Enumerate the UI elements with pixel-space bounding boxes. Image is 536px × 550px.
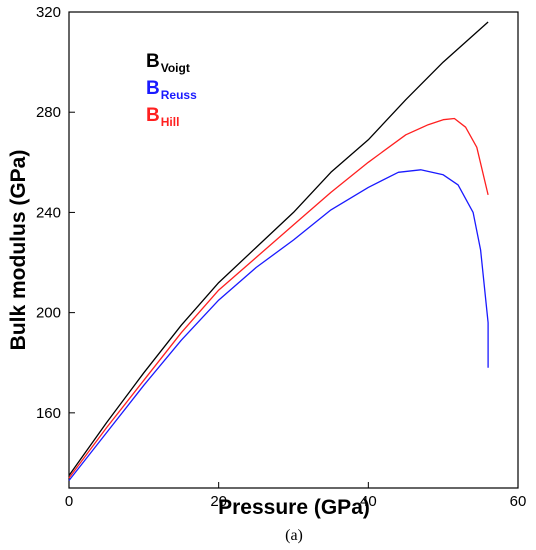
x-tick-label: 40: [360, 493, 377, 510]
y-tick-label: 320: [36, 4, 61, 21]
x-axis-title: Pressure (GPa): [218, 496, 370, 519]
series-line-voigt: [68, 21, 489, 476]
y-axis-title: Bulk modulus (GPa): [7, 150, 30, 351]
x-tick-label: 20: [210, 493, 227, 510]
y-tick-label: 200: [36, 305, 61, 322]
plot-frame: [68, 11, 519, 489]
series-line-reuss: [68, 169, 489, 481]
figure-caption: (a): [285, 527, 303, 544]
y-tick-label: 160: [36, 405, 61, 422]
x-tick-label: 0: [65, 493, 73, 510]
legend-entry-reuss: BReuss: [146, 78, 197, 102]
y-tick-label: 280: [36, 104, 61, 121]
legend-entry-voigt: BVoigt: [146, 51, 190, 75]
y-tick-label: 240: [36, 204, 61, 221]
x-tick-label: 60: [510, 493, 527, 510]
legend-entry-hill: BHill: [146, 105, 179, 129]
series-line-hill: [68, 117, 489, 479]
